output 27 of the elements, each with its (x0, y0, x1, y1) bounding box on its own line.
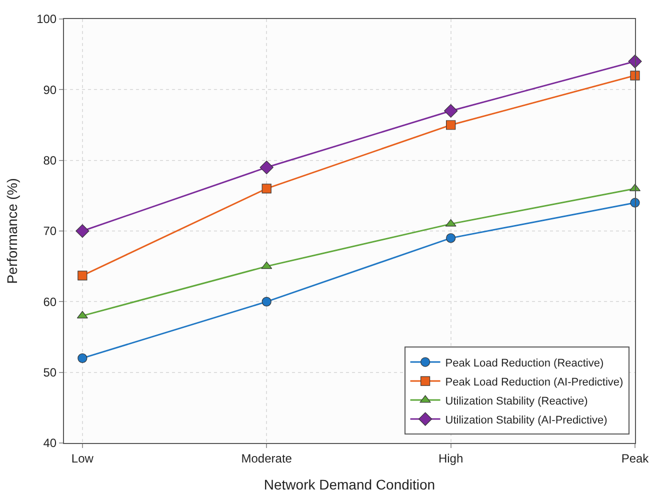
x-tick-label: Peak (621, 451, 650, 466)
point (262, 184, 272, 194)
x-tick-label: Low (71, 451, 94, 466)
y-tick-label: 70 (43, 224, 57, 238)
point (446, 233, 456, 243)
x-tick-label: Moderate (241, 451, 292, 466)
legend-label: Peak Load Reduction (Reactive) (445, 357, 604, 370)
point (78, 353, 88, 363)
y-tick-label: 90 (43, 82, 57, 97)
legend-label: Utilization Stability (Reactive) (445, 395, 588, 408)
point (262, 296, 272, 306)
y-tick-label: 60 (43, 294, 57, 309)
legend-label: Peak Load Reduction (AI-Predictive) (445, 376, 624, 388)
point (446, 120, 456, 130)
x-axis-title: Network Demand Condition (264, 476, 436, 493)
x-tick-label: High (438, 451, 464, 466)
legend-label: Utilization Stability (AI-Predictive) (445, 414, 608, 426)
y-tick-label: 40 (43, 436, 57, 450)
point (444, 104, 458, 118)
y-tick-label: 50 (43, 366, 57, 380)
point (76, 224, 90, 238)
point (260, 160, 274, 174)
y-axis-title: Performance (%) (4, 178, 20, 284)
point (630, 70, 640, 80)
point (78, 270, 88, 280)
y-tick-label: 80 (43, 154, 57, 168)
y-tick-label: 100 (36, 12, 57, 26)
